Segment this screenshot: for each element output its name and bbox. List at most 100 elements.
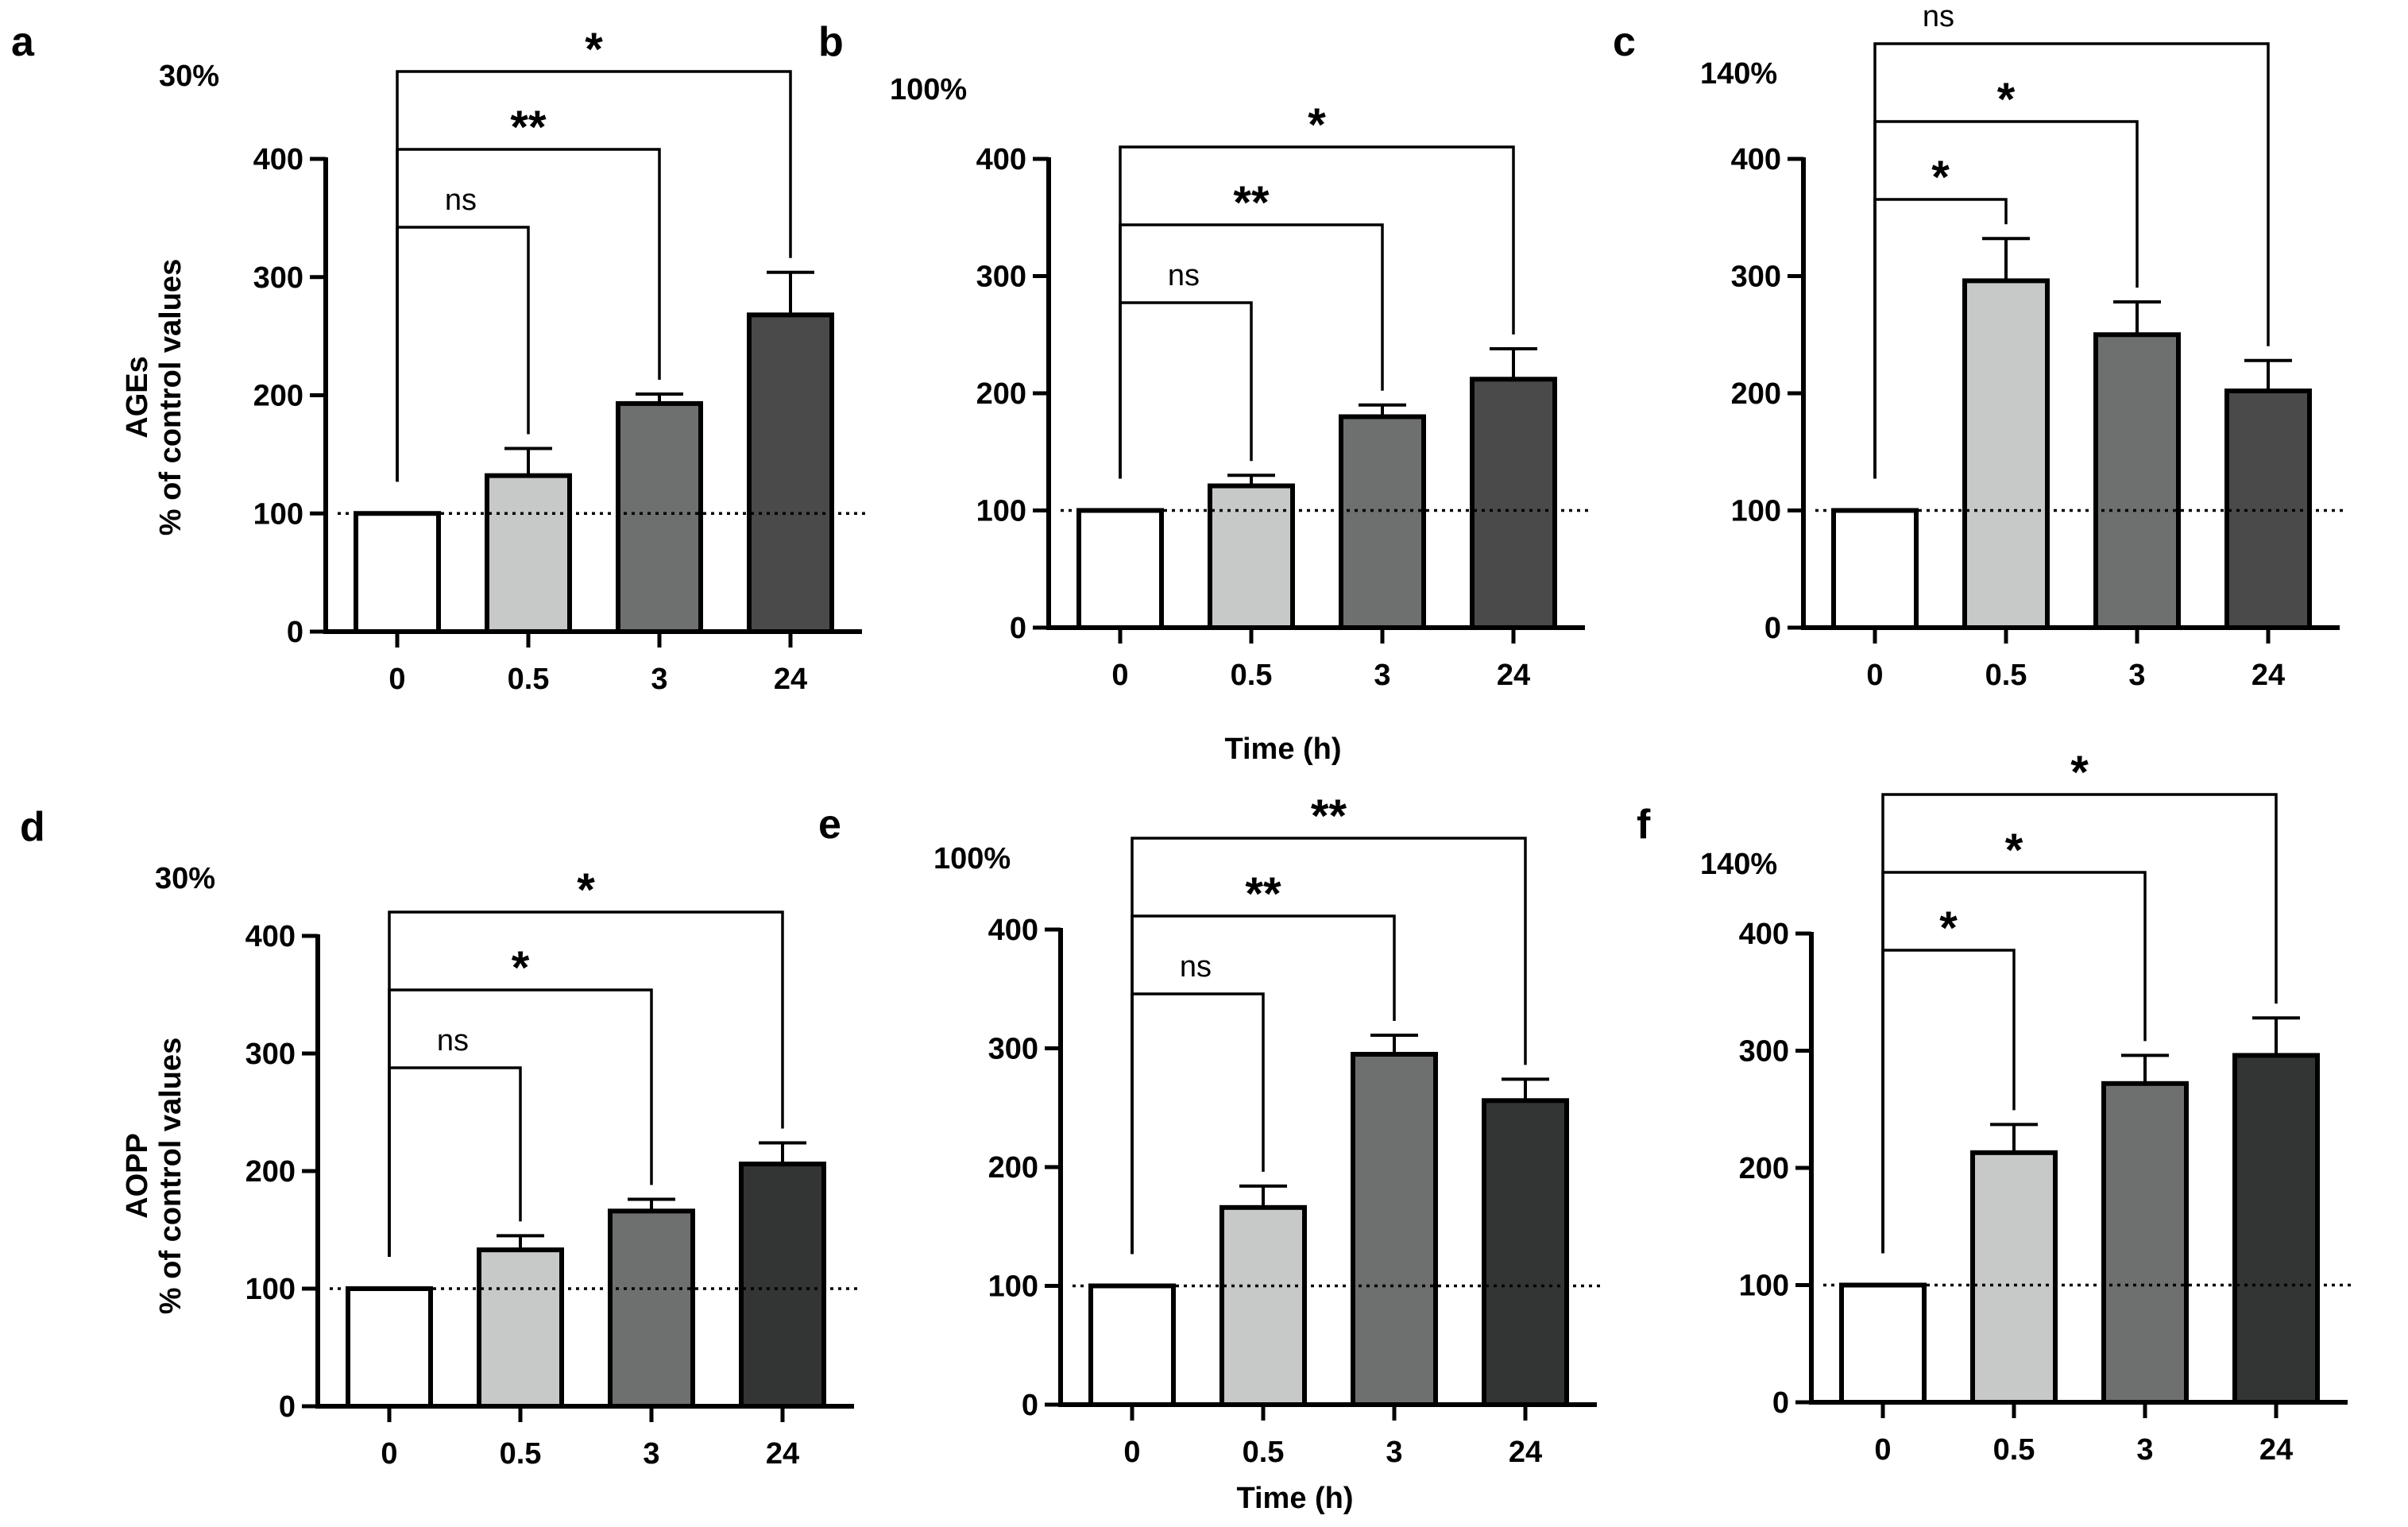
x-tick-label: 0.5 bbox=[1985, 659, 2027, 692]
y-tick-label: 0 bbox=[279, 1390, 296, 1424]
y-axis-label-sub: % of control values bbox=[154, 259, 187, 535]
y-tick-label: 0 bbox=[1772, 1386, 1789, 1420]
y-tick-label: 100 bbox=[253, 497, 303, 531]
significance-label: ns bbox=[437, 1024, 469, 1057]
y-tick-label: 200 bbox=[1731, 377, 1781, 411]
y-tick-label: 200 bbox=[976, 377, 1026, 411]
x-tick-label: 0 bbox=[1874, 1433, 1891, 1467]
significance-label: ns bbox=[1923, 0, 1954, 33]
significance-label: * bbox=[2005, 825, 2023, 876]
significance-label: * bbox=[2070, 747, 2089, 798]
y-tick-label: 200 bbox=[988, 1151, 1038, 1185]
significance-bracket bbox=[1119, 301, 1253, 479]
significance-bracket bbox=[388, 1066, 522, 1257]
significance-bracket bbox=[1881, 793, 2278, 1254]
y-tick-label: 300 bbox=[988, 1033, 1038, 1066]
bar-3 bbox=[1351, 1051, 1438, 1407]
x-tick-label: 0 bbox=[1111, 659, 1128, 692]
x-tick-label: 0.5 bbox=[1231, 659, 1273, 692]
chart-panel-c: c 140% 0 100 200 300 400 0 0.5 3 24 * * ns bbox=[1613, 0, 2348, 692]
bar-0.5 bbox=[1962, 278, 2050, 630]
bar-0 bbox=[1831, 508, 1919, 630]
y-tick-label: 400 bbox=[976, 143, 1026, 176]
x-tick-label: 3 bbox=[1386, 1436, 1402, 1469]
panel-letter: d bbox=[20, 804, 45, 850]
chart-panel-d: d 30% AOPP% of control values 0 100 200 300 400… bbox=[20, 804, 862, 1471]
significance-label: ns bbox=[1180, 950, 1212, 984]
bar-24 bbox=[739, 1162, 826, 1409]
significance-bracket bbox=[1873, 42, 2270, 479]
significance-label: * bbox=[512, 942, 530, 994]
y-axis-label-main: AGEs bbox=[121, 356, 154, 438]
bar-0 bbox=[1839, 1282, 1927, 1405]
x-tick-label: 24 bbox=[2259, 1433, 2293, 1467]
y-tick-label: 200 bbox=[245, 1155, 296, 1189]
x-tick-label: 0.5 bbox=[500, 1437, 542, 1471]
x-tick-label: 3 bbox=[1374, 659, 1390, 692]
x-tick-label: 0 bbox=[1866, 659, 1883, 692]
y-tick-label: 300 bbox=[253, 261, 303, 295]
significance-label: * bbox=[577, 864, 595, 916]
y-tick-label: 100 bbox=[1739, 1270, 1789, 1303]
x-tick-label: 24 bbox=[766, 1437, 799, 1471]
bar-24 bbox=[1470, 377, 1557, 630]
y-tick-label: 300 bbox=[976, 261, 1026, 294]
bar-0.5 bbox=[1970, 1150, 2058, 1405]
bar-0.5 bbox=[485, 473, 572, 635]
significance-label: * bbox=[1931, 152, 1950, 203]
significance-label: ** bbox=[1233, 177, 1270, 229]
significance-bracket bbox=[1119, 145, 1515, 479]
y-tick-label: 0 bbox=[1764, 612, 1781, 645]
significance-bracket bbox=[1131, 837, 1527, 1254]
x-tick-label: 3 bbox=[643, 1437, 659, 1471]
x-tick-label: 24 bbox=[1497, 659, 1530, 692]
bar-3 bbox=[608, 1208, 695, 1409]
bar-0.5 bbox=[1219, 1204, 1307, 1407]
bar-3 bbox=[1339, 414, 1426, 630]
y-axis-label-sub: % of control values bbox=[154, 1038, 187, 1314]
y-tick-label: 300 bbox=[245, 1038, 296, 1071]
bar-24 bbox=[747, 312, 834, 634]
y-tick-label: 300 bbox=[1739, 1035, 1789, 1069]
significance-label: ns bbox=[1168, 259, 1200, 292]
percent-label: 30% bbox=[159, 60, 219, 93]
bar-0 bbox=[346, 1286, 433, 1409]
bar-0.5 bbox=[477, 1247, 564, 1409]
chart-panel-e: e 100% 0 100 200 300 400 0 0.5 3 24 Time (h) ns ** ** bbox=[818, 791, 1605, 1515]
y-tick-label: 400 bbox=[253, 143, 303, 176]
y-axis-label-main: AOPP bbox=[121, 1133, 154, 1219]
chart-panel-a: a 30% AGEs% of control values 0 100 200 300 400… bbox=[11, 19, 870, 696]
y-axis-label: AOPP% of control values bbox=[121, 1038, 187, 1314]
x-axis-title: Time (h) bbox=[1236, 1482, 1353, 1515]
y-tick-label: 100 bbox=[976, 495, 1026, 528]
x-tick-label: 0.5 bbox=[508, 663, 550, 696]
x-tick-label: 24 bbox=[2251, 659, 2285, 692]
percent-label: 140% bbox=[1700, 57, 1777, 91]
bar-0 bbox=[1076, 508, 1164, 630]
x-tick-label: 3 bbox=[651, 663, 667, 696]
bar-24 bbox=[1482, 1098, 1569, 1408]
y-tick-label: 100 bbox=[988, 1270, 1038, 1304]
significance-bracket bbox=[396, 70, 792, 482]
significance-label: * bbox=[1997, 74, 2016, 126]
y-tick-label: 400 bbox=[1739, 918, 1789, 951]
percent-label: 30% bbox=[155, 862, 215, 895]
x-tick-label: 24 bbox=[1509, 1436, 1542, 1469]
bar-0 bbox=[1088, 1283, 1176, 1407]
x-tick-label: 0 bbox=[1123, 1436, 1140, 1469]
bar-0 bbox=[354, 511, 441, 634]
bar-3 bbox=[616, 400, 703, 634]
x-tick-label: 0.5 bbox=[1993, 1433, 2035, 1467]
significance-label: ** bbox=[1245, 868, 1281, 920]
y-tick-label: 0 bbox=[1022, 1389, 1038, 1422]
x-axis-title: Time (h) bbox=[1224, 733, 1341, 766]
x-tick-label: 24 bbox=[774, 663, 807, 696]
y-tick-label: 100 bbox=[245, 1273, 296, 1306]
panel-letter: b bbox=[818, 19, 844, 65]
significance-label: * bbox=[1308, 99, 1326, 151]
x-tick-label: 0 bbox=[388, 663, 405, 696]
panel-letter: f bbox=[1637, 802, 1651, 848]
percent-label: 100% bbox=[890, 73, 967, 106]
